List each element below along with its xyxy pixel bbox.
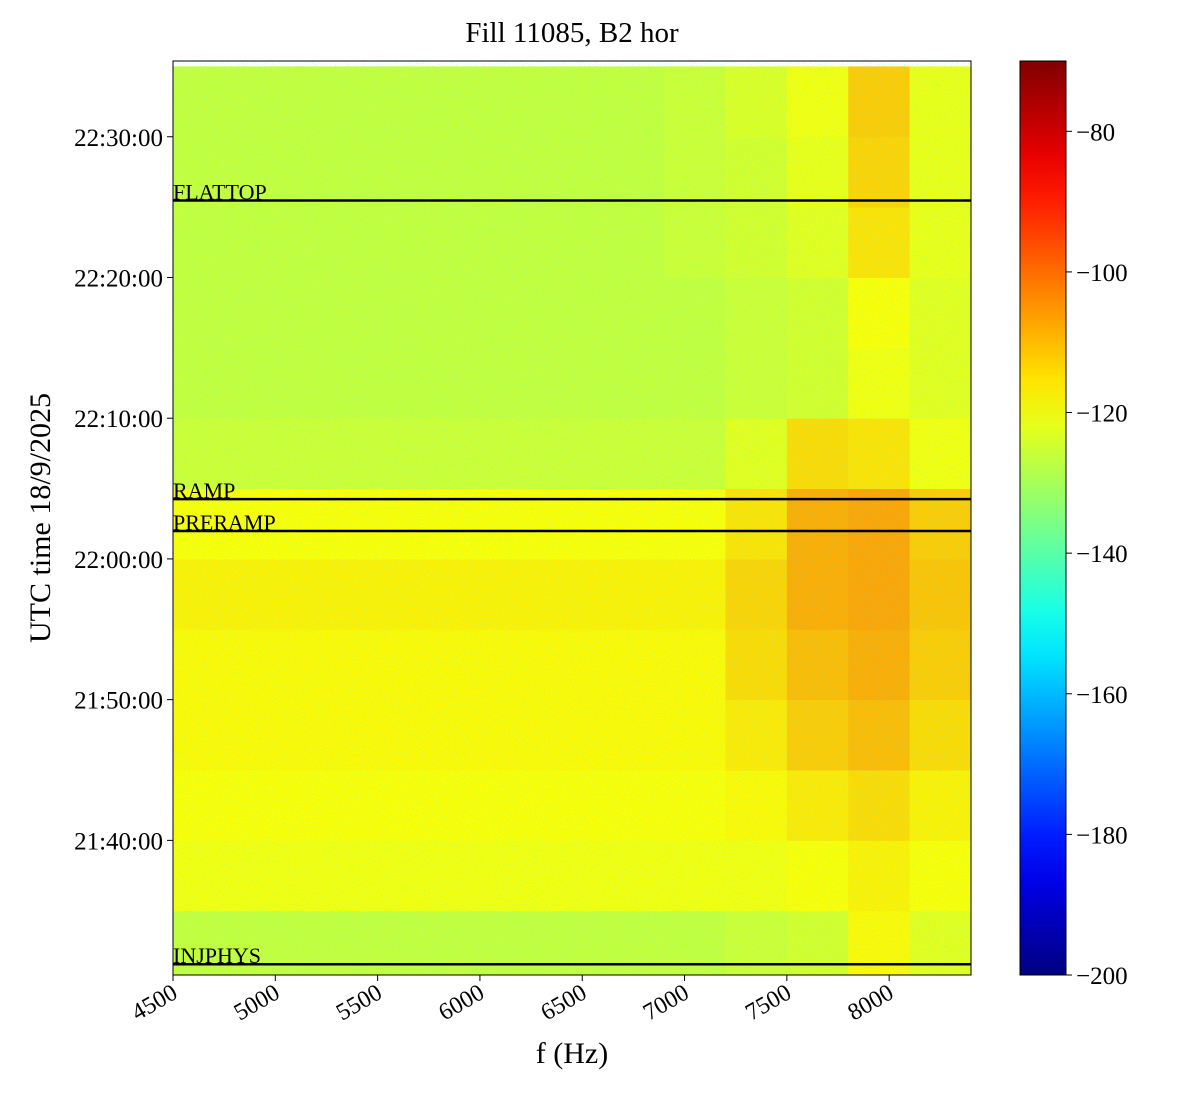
- y-tick-label: 21:50:00: [74, 688, 163, 715]
- colorbar-tick-label: −120: [1076, 401, 1128, 428]
- chart-title: Fill 11085, B2 hor: [465, 17, 679, 49]
- colorbar: [1019, 60, 1067, 976]
- y-tick-label: 22:00:00: [74, 547, 163, 574]
- y-tick-label: 22:10:00: [74, 406, 163, 433]
- colorbar-tick-label: −200: [1076, 963, 1128, 990]
- colorbar-tick-label: −160: [1076, 682, 1128, 709]
- colorbar-tick-label: −140: [1076, 541, 1128, 568]
- texture: [173, 61, 971, 975]
- y-tick-label: 21:40:00: [74, 828, 163, 855]
- y-tick-label: 22:20:00: [74, 265, 163, 292]
- plot-frame: [172, 60, 972, 976]
- x-axis-label: f (Hz): [536, 1037, 608, 1070]
- y-tick-label: 22:30:00: [74, 125, 163, 152]
- x-tick-label: 8000: [844, 980, 899, 1027]
- colorbar-tick-label: −180: [1076, 822, 1128, 849]
- x-tick-label: 5000: [230, 980, 285, 1027]
- event-label: RAMP: [173, 478, 235, 503]
- x-tick-label: 7000: [639, 980, 694, 1027]
- colorbar-tick-label: −100: [1076, 260, 1128, 287]
- x-tick-label: 5500: [332, 980, 387, 1027]
- event-label: PRERAMP: [173, 510, 276, 535]
- x-tick-label: 7500: [741, 980, 796, 1027]
- x-tick-label: 6500: [537, 980, 592, 1027]
- x-tick-label: 6000: [434, 980, 489, 1027]
- x-tick-label: 4500: [127, 980, 182, 1027]
- event-label: INJPHYS: [173, 943, 261, 968]
- y-axis-label: UTC time 18/9/2025: [24, 393, 57, 643]
- event-label: FLATTOP: [173, 180, 267, 205]
- colorbar-tick-label: −80: [1076, 119, 1115, 146]
